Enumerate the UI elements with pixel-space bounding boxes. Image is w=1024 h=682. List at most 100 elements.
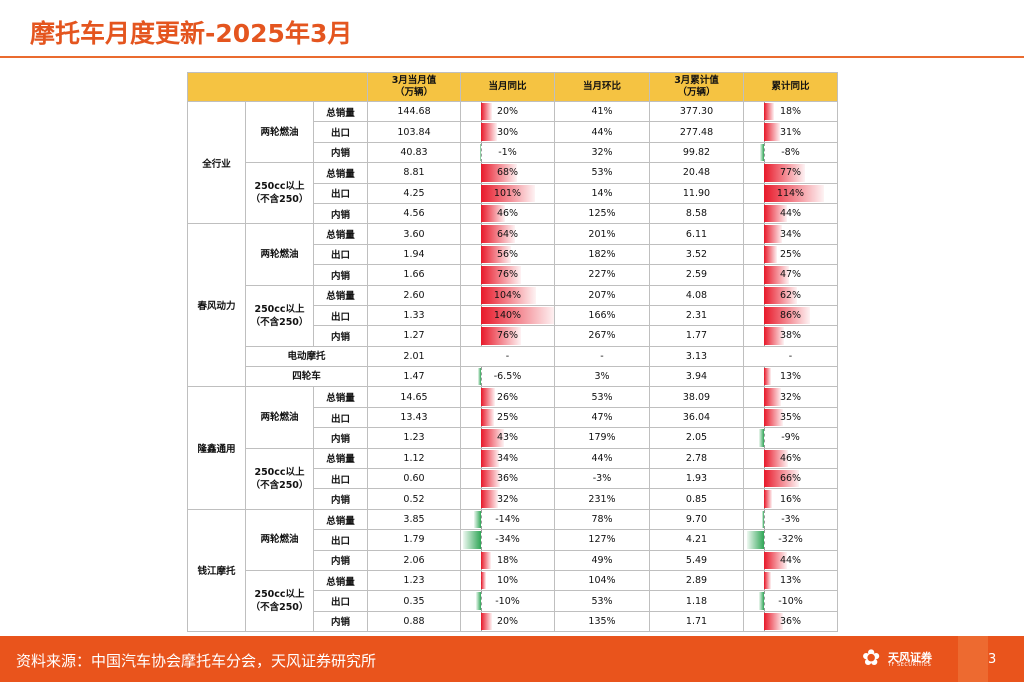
mom-cell: 41% [554,100,650,123]
cum-yoy-cell-text: 32% [779,391,802,403]
category-line-1: 250cc以上 [254,303,305,315]
yoy-cell: 76% [460,325,555,347]
mom-cell: 166% [554,304,650,327]
metric-cell: 总销量 [313,569,368,592]
mom-cell: 53% [554,590,650,612]
cum-yoy-cell: 35% [743,406,838,429]
month-value-cell: 1.66 [367,264,461,286]
yoy-cell-text: 20% [496,615,519,627]
negative-bar [747,531,764,549]
category-line-2: （不含250） [250,602,309,614]
mom-cell: 231% [554,488,650,510]
positive-bar [481,470,501,488]
mom-cell: 49% [554,549,650,571]
yoy-cell: 76% [460,264,555,286]
yoy-cell-text: 76% [496,269,519,281]
category-line-1: 250cc以上 [254,466,305,478]
table-row: 内销 2.06 18% 49% 5.49 44% [188,549,838,571]
yoy-cell-text: 36% [496,473,519,485]
negative-bar [475,592,481,610]
month-value-cell: 0.52 [367,488,461,510]
metric-cell: 出口 [313,590,368,612]
positive-bar [481,103,492,121]
yoy-cell-text: 25% [496,412,519,424]
cum-value-cell: 6.11 [649,223,744,245]
cum-yoy-cell: 66% [743,468,838,490]
mom-cell: 201% [554,223,650,245]
month-value-cell: 4.25 [367,182,461,204]
yoy-cell: 30% [460,121,555,143]
cum-yoy-cell-text: 46% [779,452,802,464]
mom-cell: 53% [554,386,650,408]
month-value-cell: 40.83 [367,141,461,164]
mom-cell: 207% [554,284,650,306]
cum-yoy-cell: 77% [743,162,838,184]
category-cell: 两轮燃油 [245,386,314,449]
mom-cell: 44% [554,447,650,470]
positive-bar [764,408,783,427]
positive-bar [481,204,506,223]
category-cell: 250cc以上 （不含250） [245,162,314,225]
positive-bar [481,184,535,202]
negative-bar [477,368,481,386]
cum-value-cell: 99.82 [649,141,744,164]
metric-cell: 总销量 [313,100,368,123]
cum-yoy-cell: 34% [743,223,838,245]
metric-cell: 出口 [313,121,368,143]
month-value-cell: 8.81 [367,162,461,184]
cum-value-cell: 20.48 [649,162,744,184]
yoy-cell-text: 140% [493,310,522,322]
positive-bar [764,123,781,141]
metric-cell: 出口 [313,468,368,490]
title-divider [0,56,1024,58]
cum-value-cell: 9.70 [649,508,744,531]
zero-axis-line [481,530,482,550]
month-value-cell: 1.79 [367,529,461,551]
month-value-cell: 3.60 [367,223,461,245]
category-cell: 两轮燃油 [245,508,314,571]
month-value-cell: 0.88 [367,610,461,633]
header-month-value-label: 3月当月值 [391,75,437,86]
table-row: 出口 0.35 -10% 53% 1.18 -10% [188,590,838,612]
metric-cell: 总销量 [313,162,368,184]
month-value-cell: 0.60 [367,468,461,490]
yoy-cell-text: -14% [495,514,520,525]
cum-yoy-cell: 114% [743,182,838,204]
table-row: 内销 1.23 43% 179% 2.05 -9% [188,427,838,449]
cum-yoy-cell: 86% [743,304,838,327]
cum-yoy-cell-text: -10% [778,595,803,607]
mom-cell: 182% [554,243,650,266]
yoy-cell: -6.5% [460,366,555,388]
positive-bar [764,286,797,304]
yoy-cell: 64% [460,223,555,245]
cum-yoy-cell: -8% [743,141,838,164]
metric-cell: 内销 [313,549,368,571]
cum-yoy-cell: 62% [743,284,838,306]
metric-cell: 内销 [313,264,368,286]
metric-cell: 出口 [313,182,368,204]
positive-bar [481,327,522,345]
table-row: 钱江摩托 两轮燃油 总销量 3.85 -14% 78% 9.70 -3% [187,508,838,633]
yoy-cell: 36% [460,468,555,490]
cum-yoy-cell-text: 114% [776,187,805,199]
positive-bar [481,123,497,141]
metric-cell: 内销 [313,325,368,347]
cum-yoy-cell-text: 31% [779,126,802,138]
positive-bar [481,408,495,427]
table-row: 250cc以上 （不含250） 总销量 1.23 10% 104% 2.89 13% [188,569,838,633]
cum-yoy-cell-text: 35% [779,412,802,424]
positive-bar [481,571,487,590]
positive-bar [481,490,498,508]
metric-cell: 总销量 [313,284,368,306]
metric-cell: 内销 [313,427,368,449]
yoy-cell-text: 46% [496,208,519,220]
positive-bar [481,225,515,243]
yoy-cell: 20% [460,100,555,123]
cum-yoy-cell: -9% [743,427,838,449]
month-value-cell: 103.84 [367,121,461,143]
yoy-cell: 43% [460,427,555,449]
yoy-cell-text: 43% [496,432,519,444]
positive-bar [764,571,771,590]
cum-value-cell: 3.13 [649,345,744,368]
table-row: 四轮车 1.47 -6.5% 3% 3.94 13% [188,366,838,388]
